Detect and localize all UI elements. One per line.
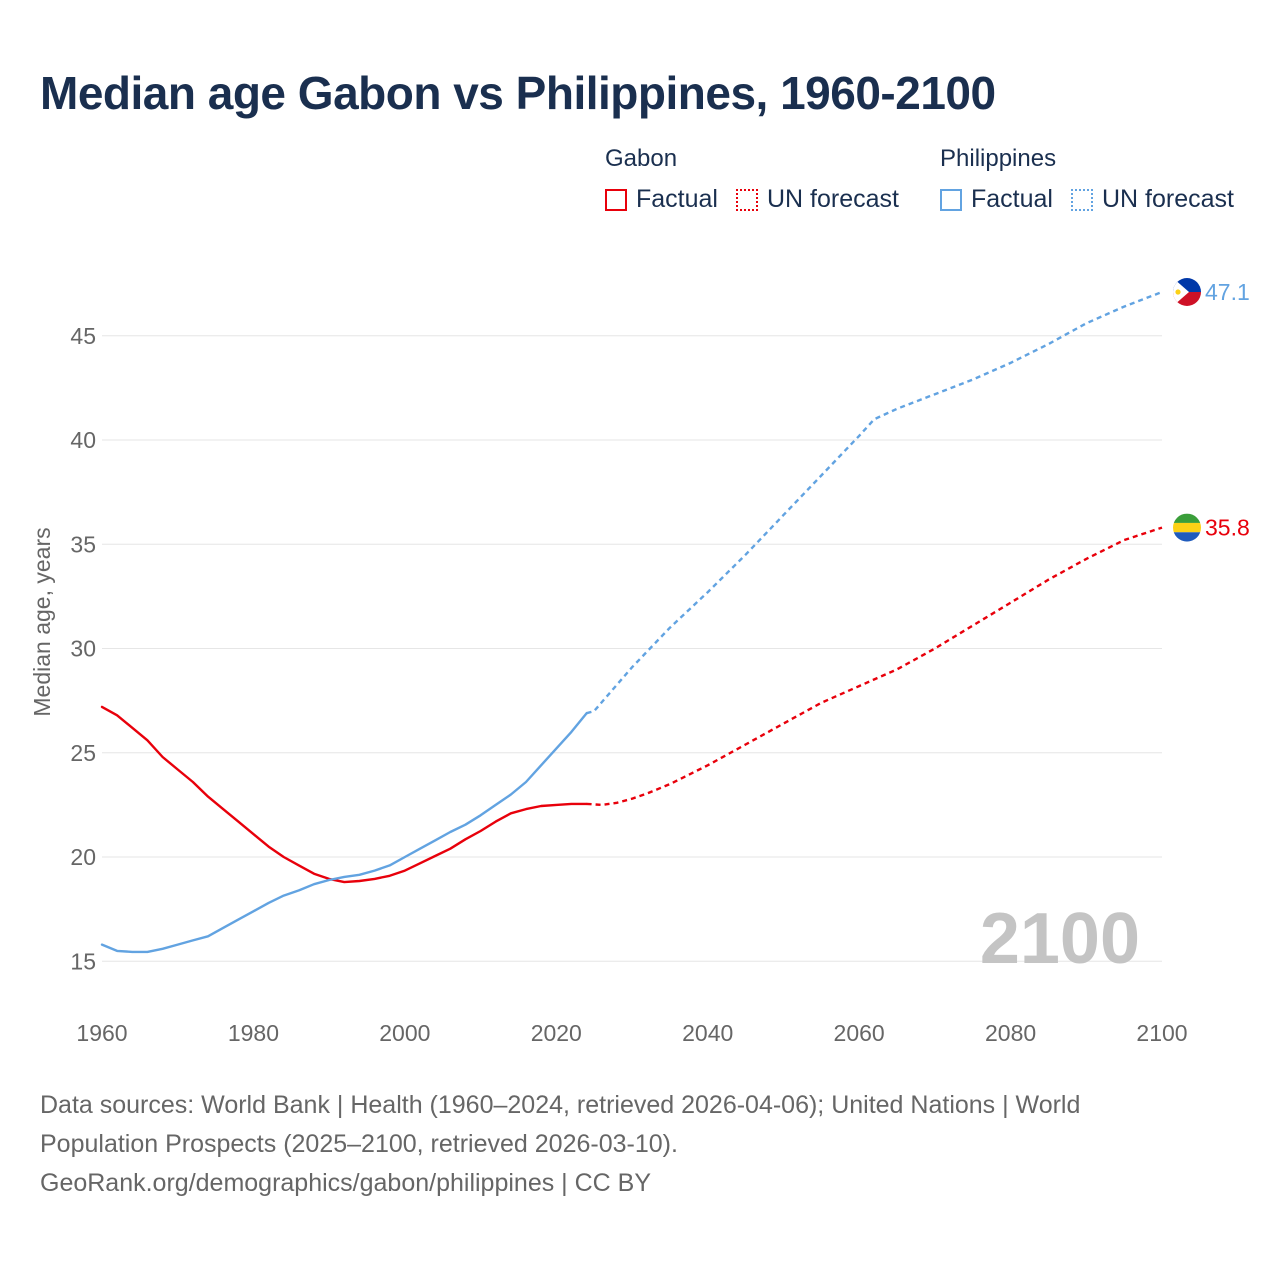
y-axis-label: Median age, years — [29, 527, 55, 716]
x-tick-label: 2060 — [834, 1020, 885, 1046]
legend-swatch-solid — [605, 188, 627, 211]
x-tick-label: 2100 — [1136, 1020, 1187, 1046]
x-tick-label: 1980 — [228, 1020, 279, 1046]
legend-item-gabon-forecast[interactable]: UN forecast — [735, 185, 899, 214]
legend-swatch-dotted — [735, 188, 758, 211]
y-tick-label: 45 — [70, 323, 96, 349]
y-axis-ticks: 15 20 25 30 35 40 45 — [70, 323, 96, 975]
philippines-flag-icon — [1173, 278, 1201, 306]
footer: Data sources: World Bank | Health (1960–… — [40, 1086, 1220, 1203]
legend-label: UN forecast — [1101, 185, 1234, 213]
gabon-flag-icon — [1173, 513, 1201, 542]
y-tick-label: 30 — [70, 636, 96, 662]
series-line-gabon-forecast — [586, 526, 1163, 807]
x-tick-label: 2000 — [379, 1020, 430, 1046]
series-line-gabon-factual — [100, 705, 588, 884]
legend-item-philippines-factual[interactable]: Factual — [940, 185, 1053, 214]
legend-group-name: Gabon — [605, 145, 678, 172]
footer-line-3: GeoRank.org/demographics/gabon/philippin… — [40, 1169, 652, 1197]
legend-group-philippines: Philippines Factual UN forecast — [940, 144, 1234, 214]
gabon-end-value: 35.8 — [1205, 515, 1250, 541]
y-tick-label: 20 — [70, 844, 96, 870]
legend-swatch-dotted — [1070, 188, 1093, 211]
chart-title: Median age Gabon vs Philippines, 1960-21… — [40, 67, 996, 119]
legend-item-gabon-factual[interactable]: Factual — [605, 185, 718, 214]
x-tick-label: 2040 — [682, 1020, 733, 1046]
grid-layer — [102, 335, 1162, 962]
series-line-philippines-factual — [100, 712, 588, 954]
series-line-philippines-forecast — [586, 290, 1163, 715]
legend-group-name: Philippines — [940, 145, 1057, 172]
legend-item-philippines-forecast[interactable]: UN forecast — [1070, 185, 1234, 214]
footer-line-2: Population Prospects (2025–2100, retriev… — [40, 1130, 678, 1158]
x-tick-label: 2020 — [531, 1020, 582, 1046]
legend-label: Factual — [971, 185, 1053, 213]
y-tick-label: 15 — [70, 948, 96, 974]
year-watermark: 2100 — [980, 899, 1140, 979]
x-tick-label: 2080 — [985, 1020, 1036, 1046]
philippines-end-value: 47.1 — [1205, 279, 1250, 305]
x-axis-ticks: 1960 1980 2000 2020 2040 2060 2080 2100 — [76, 1020, 1187, 1046]
y-tick-label: 25 — [70, 740, 96, 766]
legend-label: Factual — [636, 185, 718, 213]
series-layer — [100, 290, 1163, 954]
x-tick-label: 1960 — [76, 1020, 127, 1046]
footer-line-1: Data sources: World Bank | Health (1960–… — [40, 1091, 1081, 1119]
legend-group-gabon: Gabon Factual UN forecast — [605, 144, 899, 214]
line-chart: 15 20 25 30 35 40 45 1960 1980 2000 2020 2040 2060 2… — [29, 278, 1250, 1046]
legend-label: UN forecast — [766, 185, 899, 213]
y-tick-label: 35 — [70, 531, 96, 557]
legend-swatch-solid — [940, 188, 962, 211]
end-markers: 47.1 35.8 — [1173, 278, 1250, 542]
y-tick-label: 40 — [70, 427, 96, 453]
